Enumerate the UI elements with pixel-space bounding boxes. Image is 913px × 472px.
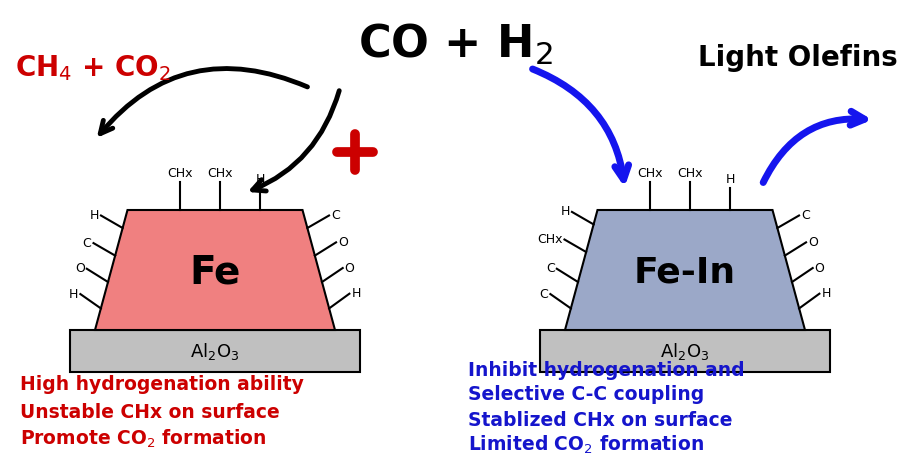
Bar: [70, 330, 360, 372]
Text: H: H: [352, 287, 361, 300]
Text: H: H: [69, 287, 79, 301]
Text: CH$_4$ + CO$_2$: CH$_4$ + CO$_2$: [15, 53, 172, 83]
Text: Promote CO$_2$ formation: Promote CO$_2$ formation: [20, 428, 267, 450]
Text: H: H: [822, 287, 831, 300]
Text: Fe-In: Fe-In: [634, 255, 736, 289]
Text: Inhibit hydrogenation and: Inhibit hydrogenation and: [468, 361, 745, 379]
Text: H: H: [256, 173, 265, 186]
Text: H: H: [725, 173, 735, 186]
Bar: [540, 330, 830, 372]
Text: C: C: [331, 209, 340, 222]
Polygon shape: [95, 210, 335, 330]
Text: Al$_2$O$_3$: Al$_2$O$_3$: [660, 340, 709, 362]
Text: O: O: [338, 236, 348, 249]
Text: High hydrogenation ability: High hydrogenation ability: [20, 376, 304, 395]
Text: CHx: CHx: [637, 167, 663, 180]
Text: C: C: [801, 209, 810, 222]
Text: O: O: [345, 261, 354, 275]
Text: CHx: CHx: [537, 233, 562, 246]
Text: Unstable CHx on surface: Unstable CHx on surface: [20, 403, 279, 421]
Text: O: O: [75, 262, 85, 275]
Polygon shape: [565, 210, 805, 330]
Text: Limited CO$_2$ formation: Limited CO$_2$ formation: [468, 434, 704, 456]
Text: Light Olefins: Light Olefins: [698, 44, 898, 72]
Text: Stablized CHx on surface: Stablized CHx on surface: [468, 411, 732, 430]
Text: O: O: [814, 261, 824, 275]
Text: H: H: [561, 205, 570, 219]
Text: CO + H$_2$: CO + H$_2$: [359, 22, 553, 67]
Text: Fe: Fe: [189, 253, 241, 291]
Text: H: H: [89, 209, 99, 222]
Text: Selective C-C coupling: Selective C-C coupling: [468, 386, 704, 405]
Text: C: C: [546, 262, 555, 275]
Text: CHx: CHx: [167, 167, 193, 180]
Text: C: C: [83, 236, 91, 250]
Text: O: O: [808, 236, 818, 249]
Text: CHx: CHx: [677, 167, 703, 180]
Text: Al$_2$O$_3$: Al$_2$O$_3$: [190, 340, 239, 362]
Text: C: C: [540, 287, 549, 301]
Text: CHx: CHx: [207, 167, 233, 180]
